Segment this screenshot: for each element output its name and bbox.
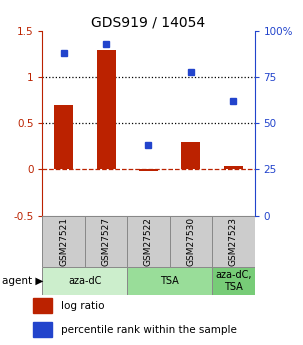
Text: percentile rank within the sample: percentile rank within the sample: [61, 325, 237, 335]
Text: agent ▶: agent ▶: [2, 276, 43, 286]
Text: TSA: TSA: [160, 276, 179, 286]
Text: GSM27530: GSM27530: [186, 217, 195, 266]
Bar: [33, 298, 52, 313]
Bar: [85, 216, 127, 267]
Text: log ratio: log ratio: [61, 301, 105, 311]
Bar: [96, 49, 115, 169]
Text: aza-dC: aza-dC: [68, 276, 102, 286]
Text: GSM27522: GSM27522: [144, 217, 153, 266]
Text: GSM27521: GSM27521: [59, 217, 68, 266]
Bar: [33, 322, 52, 337]
Bar: [42, 216, 85, 267]
Bar: [224, 166, 243, 169]
Bar: [170, 216, 212, 267]
Bar: [54, 105, 73, 169]
Bar: [127, 216, 170, 267]
Text: GSM27527: GSM27527: [102, 217, 111, 266]
Bar: [42, 267, 127, 295]
Bar: [212, 216, 255, 267]
Bar: [127, 267, 212, 295]
Bar: [181, 142, 200, 169]
Text: aza-dC,
TSA: aza-dC, TSA: [215, 270, 251, 292]
Title: GDS919 / 14054: GDS919 / 14054: [92, 16, 205, 30]
Text: GSM27523: GSM27523: [229, 217, 238, 266]
Bar: [139, 169, 158, 171]
Bar: [212, 267, 255, 295]
